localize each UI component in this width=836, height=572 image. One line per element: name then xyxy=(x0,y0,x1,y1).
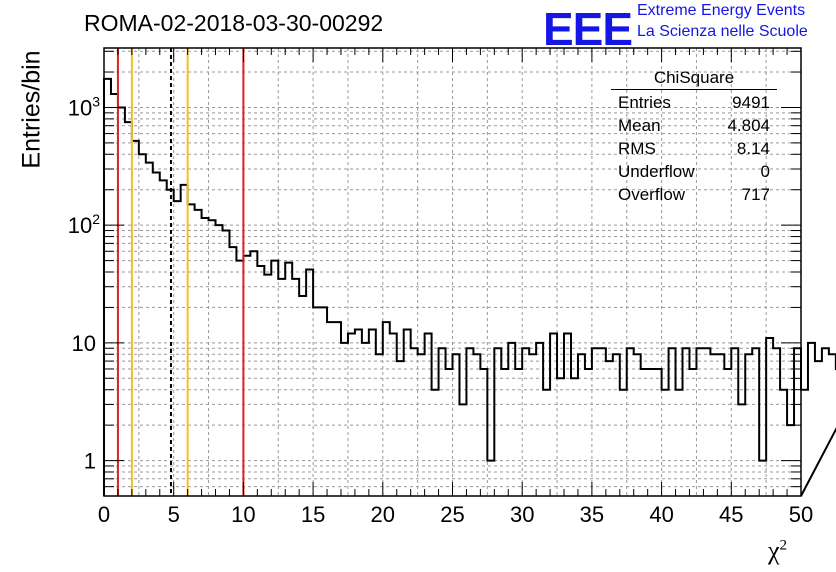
stats-value: 9491 xyxy=(732,93,770,112)
stats-label: Underflow xyxy=(618,162,695,181)
histogram-outline xyxy=(103,77,836,497)
stats-value: 8.14 xyxy=(736,139,770,158)
stats-row-overflow: Overflow 717 xyxy=(611,183,777,206)
stats-row-mean: Mean 4.804 xyxy=(611,114,777,137)
x-tick-label: 15 xyxy=(301,502,325,527)
stats-value: 0 xyxy=(760,162,770,181)
x-tick-label: 5 xyxy=(168,502,180,527)
x-tick-label: 45 xyxy=(719,502,743,527)
eee-logo: EEE xyxy=(543,3,633,55)
x-tick-label: 10 xyxy=(231,502,255,527)
y-axis-label: Entries/bin xyxy=(17,50,46,169)
stats-value: 717 xyxy=(741,185,770,204)
y-tick-label: 102 xyxy=(68,211,100,238)
x-tick-label: 40 xyxy=(649,502,673,527)
stats-label: Entries xyxy=(618,93,671,112)
x-tick-label: 50 xyxy=(789,502,813,527)
stats-label: RMS xyxy=(618,139,656,158)
x-axis-label-exponent: 2 xyxy=(779,537,788,554)
x-tick-label: 25 xyxy=(440,502,464,527)
y-tick-label: 103 xyxy=(68,93,100,120)
stats-label: Overflow xyxy=(618,185,686,204)
stats-box: ChiSquare Entries 9491 Mean 4.804 RMS 8.14 … xyxy=(611,68,777,206)
logo-line-1: Extreme Energy Events xyxy=(637,2,806,19)
stats-row-entries: Entries 9491 xyxy=(611,91,777,114)
y-tick-label: 1 xyxy=(84,449,96,474)
logo-line-2: La Scienza nelle Scuole xyxy=(637,23,808,40)
y-tick-label: 10 xyxy=(72,331,96,356)
x-axis-label: χ2 xyxy=(768,536,787,566)
stats-row-underflow: Underflow 0 xyxy=(611,160,777,183)
stats-value: 4.804 xyxy=(727,116,770,135)
stats-label: Mean xyxy=(618,116,661,135)
stats-row-rms: RMS 8.14 xyxy=(611,137,777,160)
x-tick-label: 0 xyxy=(98,502,110,527)
chart-title: ROMA-02-2018-03-30-00292 xyxy=(84,10,384,36)
x-tick-label: 20 xyxy=(371,502,395,527)
x-tick-label: 30 xyxy=(510,502,534,527)
x-tick-label: 35 xyxy=(580,502,604,527)
x-axis-label-base: χ xyxy=(768,536,780,565)
stats-box-title: ChiSquare xyxy=(611,68,777,90)
